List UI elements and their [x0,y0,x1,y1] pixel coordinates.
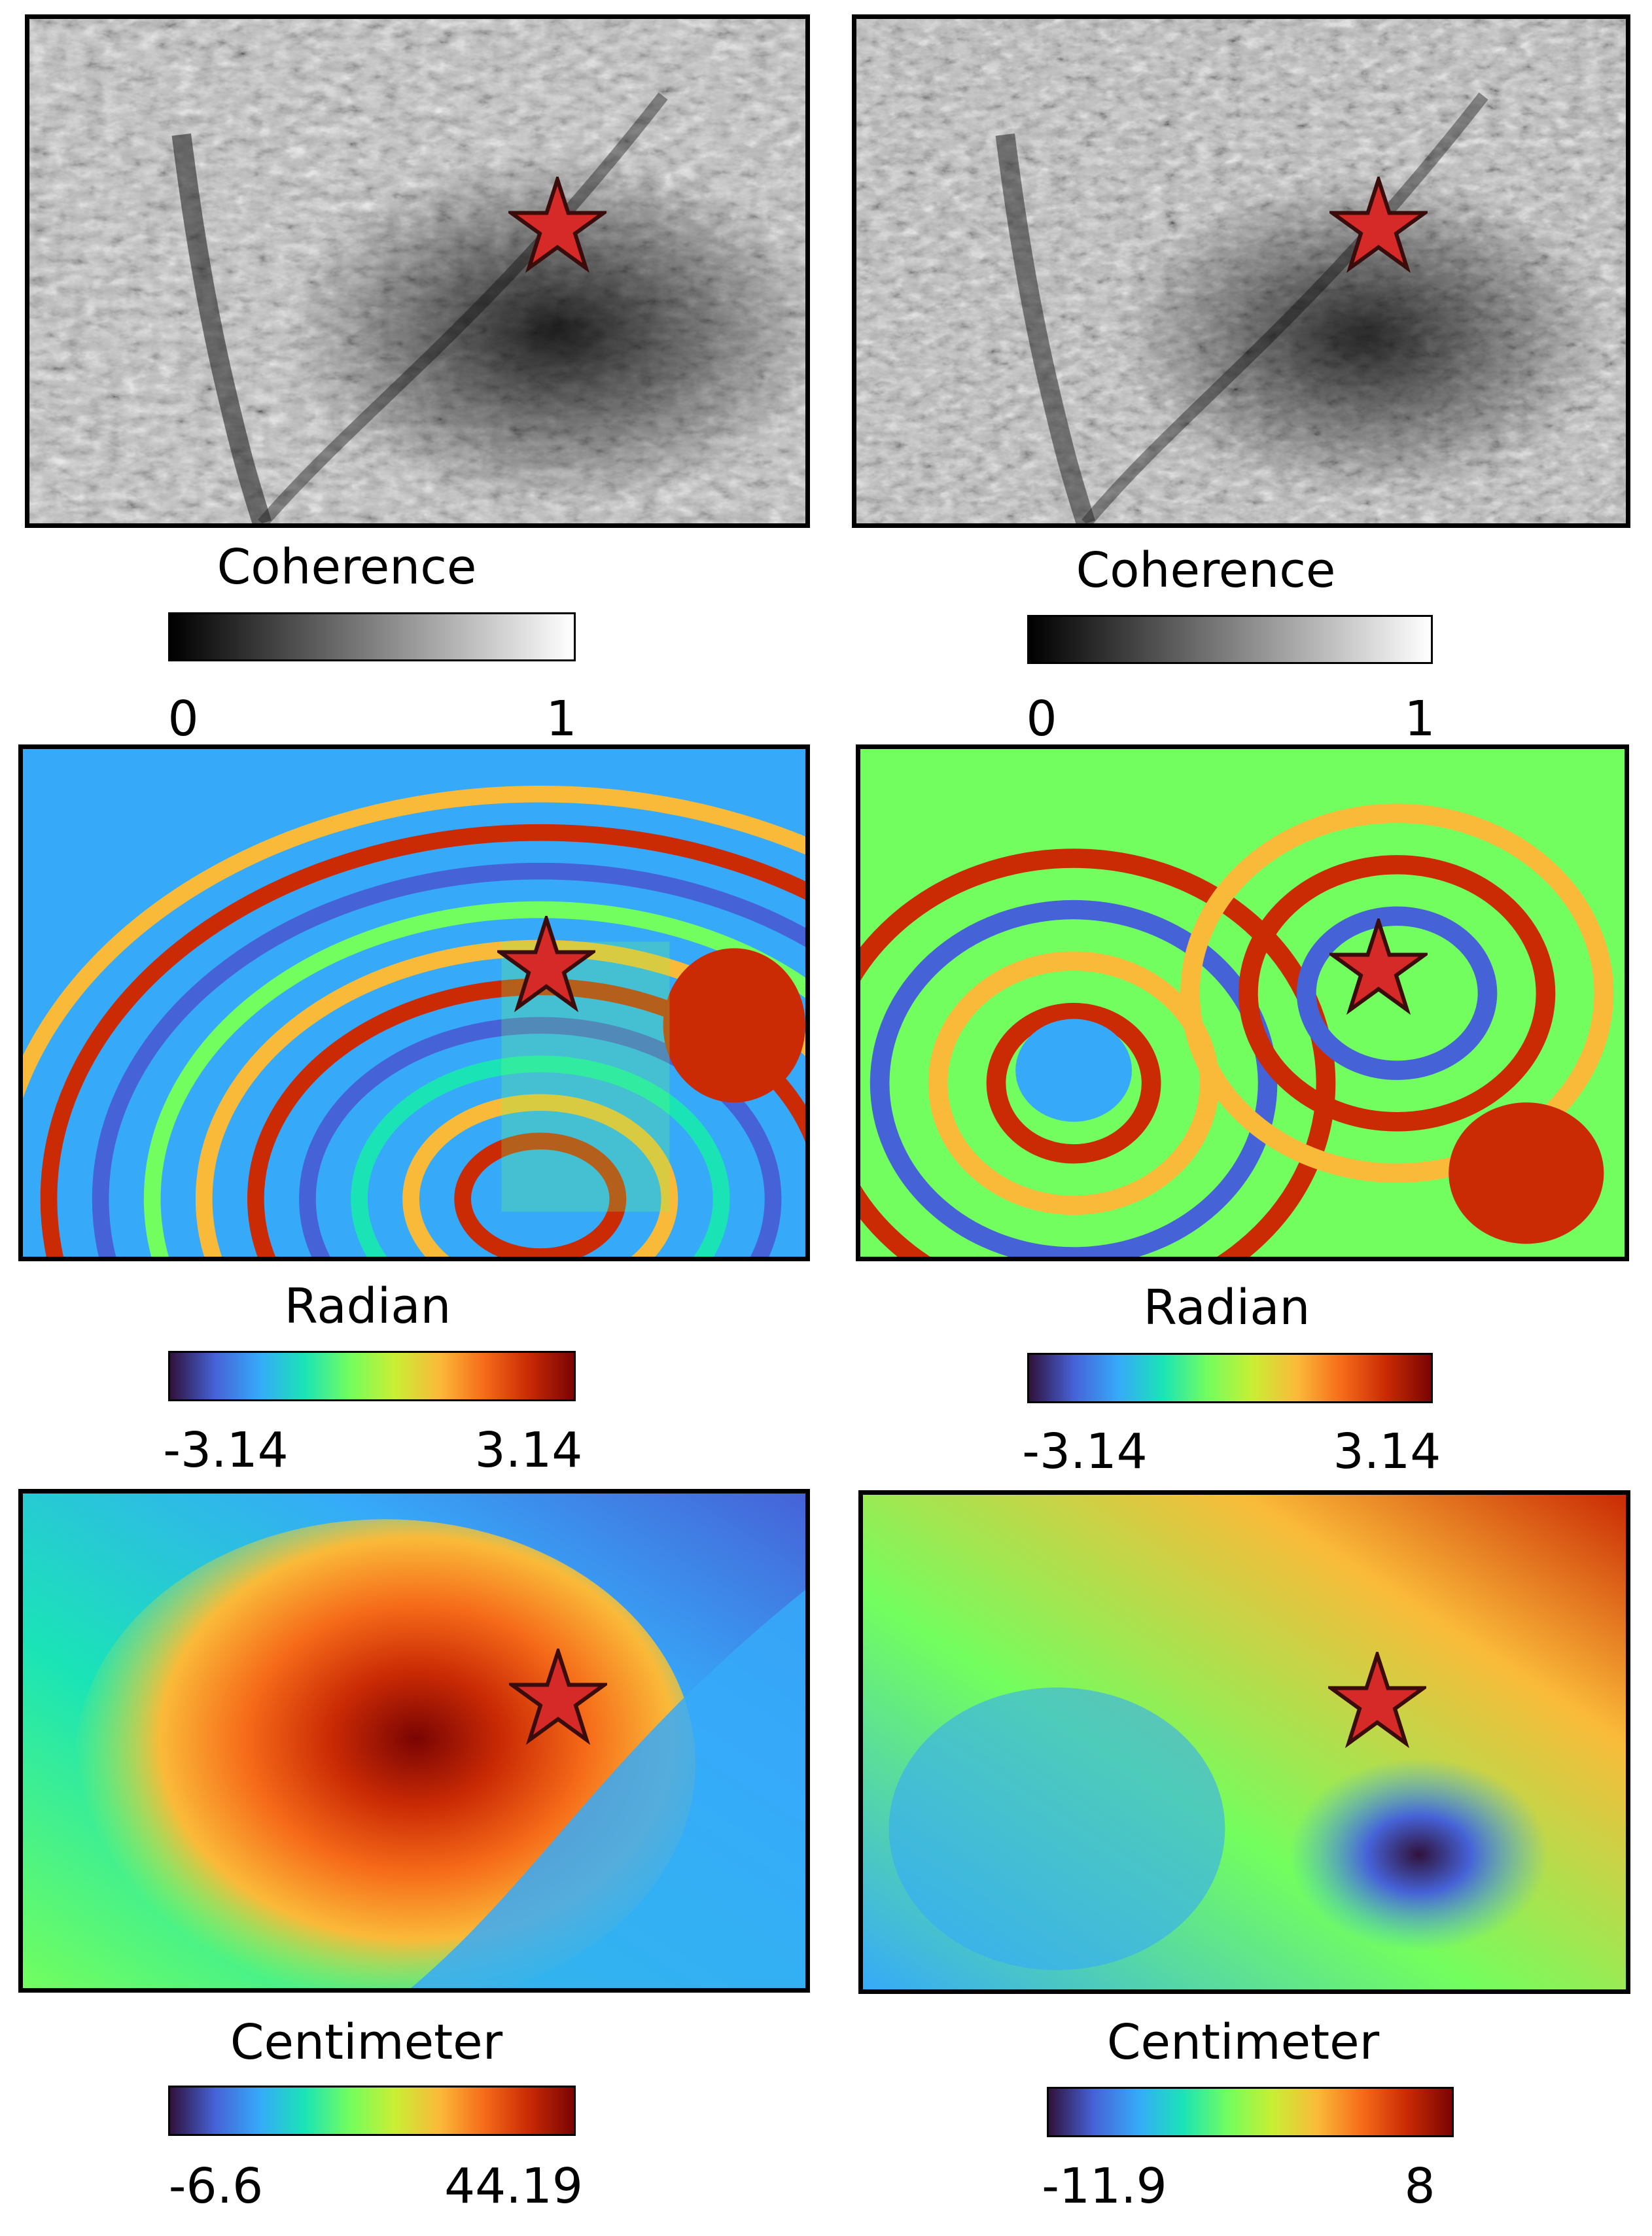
coherence-left-title: Coherence [217,539,477,595]
coherence-right-min-label: 0 [1026,691,1057,747]
star-icon [497,916,595,1013]
phase-left-max-label: 3.14 [474,1422,583,1478]
displacement-left-min-label: -6.6 [168,2158,264,2214]
displacement-right-colorbar [1047,2087,1454,2137]
phase-left-colorbar [168,1351,576,1401]
coherence-right-max-label: 1 [1404,691,1435,747]
displacement-left-colorbar [168,2086,576,2136]
coherence-right-title: Coherence [1076,542,1336,599]
displacement-left-title: Centimeter [230,2014,503,2070]
displacement-map-left [18,1489,810,1993]
interferogram-map-right [856,744,1629,1261]
coherence-left-max-label: 1 [546,691,577,747]
star-icon [1329,177,1428,273]
coherence-map-left [25,14,810,528]
phase-right-min-label: -3.14 [1022,1424,1148,1480]
coherence-left-min-label: 0 [167,691,199,747]
phase-left-title: Radian [284,1278,451,1335]
coherence-left-colorbar [168,612,576,661]
star-icon [1329,918,1428,1015]
displacement-right-title: Centimeter [1106,2014,1380,2070]
star-icon [509,1649,607,1745]
displacement-right-max-label: 8 [1404,2158,1435,2214]
phase-right-max-label: 3.14 [1333,1424,1441,1480]
coherence-map-right [852,14,1630,528]
displacement-left-max-label: 44.19 [444,2158,583,2214]
phase-left-min-label: -3.14 [163,1422,289,1478]
interferogram-map-left [18,744,810,1261]
star-icon [1328,1652,1426,1749]
displacement-map-right [858,1490,1630,1994]
star-icon [508,177,606,273]
phase-right-colorbar [1027,1353,1433,1403]
displacement-right-min-label: -11.9 [1042,2158,1167,2214]
coherence-right-colorbar [1027,615,1433,664]
phase-right-title: Radian [1143,1280,1310,1336]
